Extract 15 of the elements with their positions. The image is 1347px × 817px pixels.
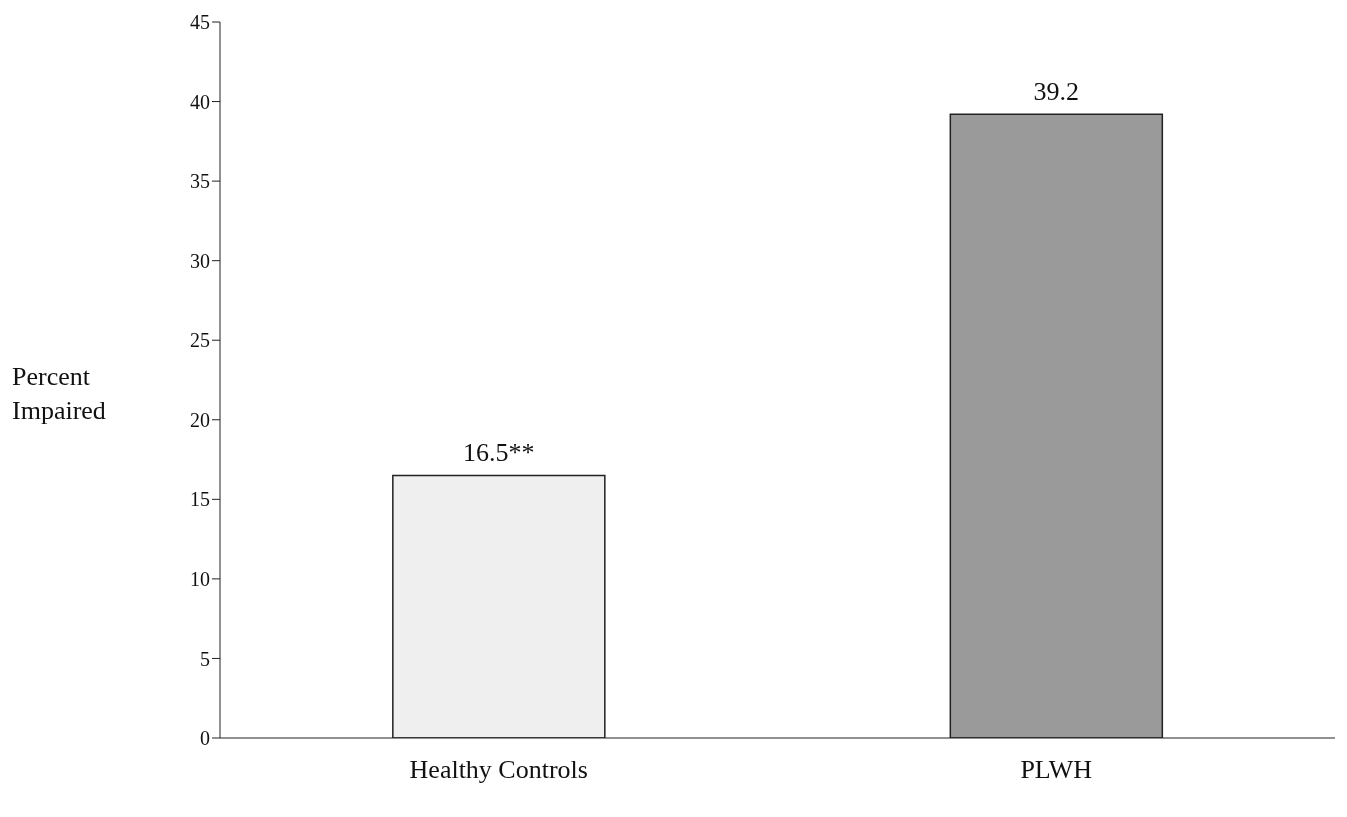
y-axis-title: Percent Impaired [12, 361, 107, 427]
x-tick-label: PLWH [1020, 755, 1093, 785]
y-tick-label: 20 [190, 408, 210, 431]
data-label: 39.2 [1033, 77, 1080, 107]
y-tick-label: 35 [190, 170, 210, 193]
y-tick-label: 30 [190, 249, 210, 272]
y-tick-label: 10 [190, 567, 210, 590]
y-tick-label: 5 [200, 647, 210, 670]
y-tick-label: 25 [190, 329, 210, 352]
data-label: 16.5** [463, 438, 535, 468]
y-tick-label: 0 [200, 727, 210, 750]
y-tick-label: 15 [190, 488, 210, 511]
x-tick-label: Healthy Controls [409, 755, 588, 785]
y-tick-label: 40 [190, 90, 210, 113]
y-tick-label: 45 [190, 11, 210, 34]
